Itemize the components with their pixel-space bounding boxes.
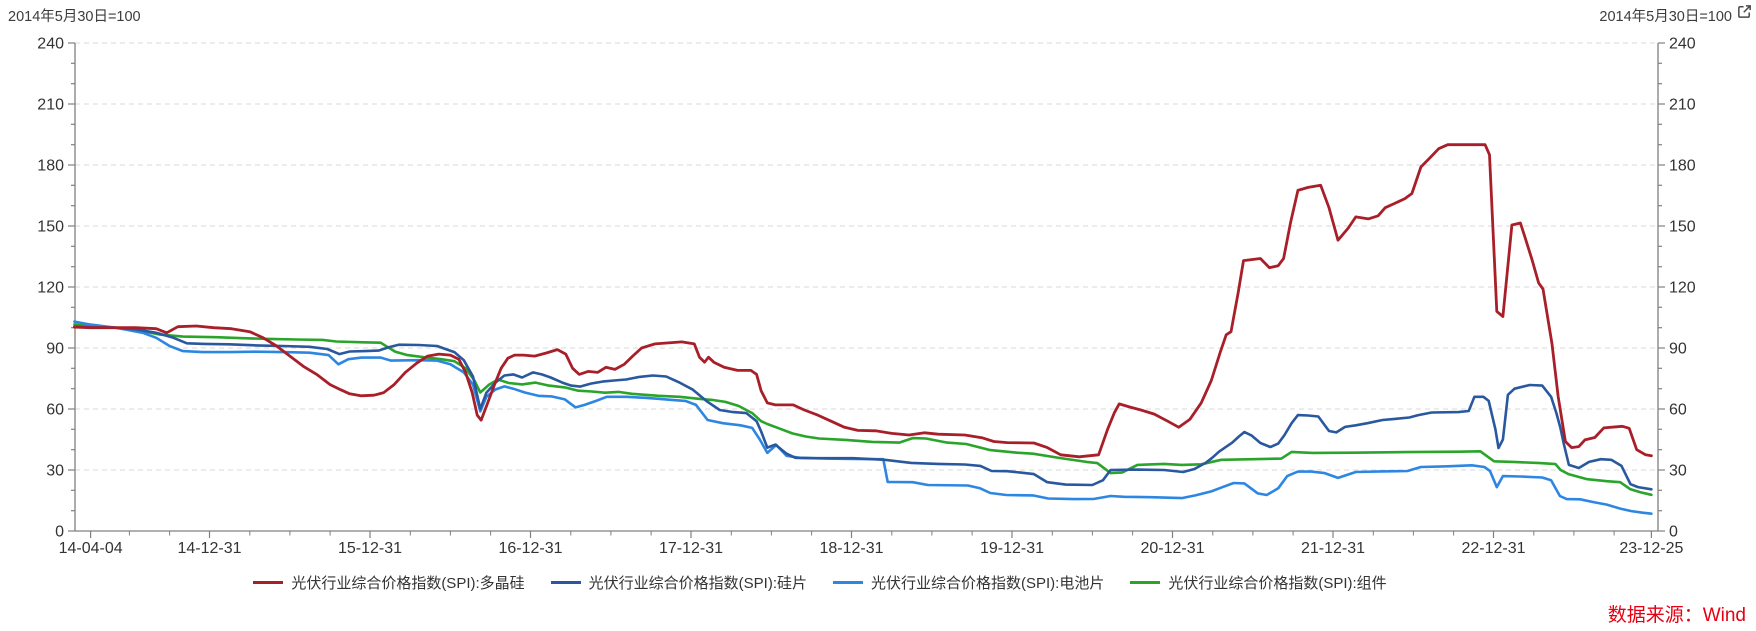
series-line-cell [73, 320, 1653, 516]
legend-item-polysilicon: 光伏行业综合价格指数(SPI):多晶硅 [253, 572, 525, 593]
x-axis-label: 18-12-31 [819, 540, 883, 557]
x-axis-label: 15-12-31 [338, 540, 402, 557]
x-axis-label: 14-04-04 [59, 540, 123, 557]
legend-label-wafer: 光伏行业综合价格指数(SPI):硅片 [588, 575, 807, 592]
y-axis-label-left: 30 [46, 463, 64, 480]
y-axis-label-right: 150 [1669, 219, 1696, 236]
open-in-new-window-icon[interactable] [1734, 1, 1754, 21]
y-axis-label-left: 240 [37, 36, 64, 53]
y-axis-label-right: 60 [1669, 402, 1687, 419]
legend-label-cell: 光伏行业综合价格指数(SPI):电池片 [871, 575, 1105, 592]
x-axis-label: 14-12-31 [177, 540, 241, 557]
legend-swatch-module [1130, 581, 1161, 584]
legend-swatch-wafer [550, 581, 581, 584]
x-axis-label: 22-12-31 [1461, 540, 1525, 557]
y-axis-label-left: 180 [37, 158, 64, 175]
y-axis-label-left: 60 [46, 402, 64, 419]
y-axis-label-left: 0 [55, 524, 64, 541]
y-axis-label-right: 0 [1669, 524, 1678, 541]
legend-item-wafer: 光伏行业综合价格指数(SPI):硅片 [550, 572, 807, 593]
index-base-note-right: 2014年5月30日=100 [1599, 9, 1732, 25]
x-axis-label: 17-12-31 [659, 540, 723, 557]
y-axis-label-right: 30 [1669, 463, 1687, 480]
x-axis-label: 16-12-31 [498, 540, 562, 557]
legend-swatch-polysilicon [253, 581, 284, 584]
y-axis-label-right: 210 [1669, 97, 1696, 114]
y-axis-label-left: 150 [37, 219, 64, 236]
y-axis-label-right: 240 [1669, 36, 1696, 53]
y-axis-label-left: 120 [37, 280, 64, 297]
x-axis-label: 23-12-25 [1619, 540, 1683, 557]
y-axis-label-left: 210 [37, 97, 64, 114]
series-line-module [73, 323, 1653, 497]
y-axis-label-right: 180 [1669, 158, 1696, 175]
index-base-note-left: 2014年5月30日=100 [8, 9, 141, 25]
series-line-wafer [73, 325, 1653, 491]
x-axis-label: 20-12-31 [1140, 540, 1204, 557]
x-axis-label: 19-12-31 [980, 540, 1044, 557]
legend-label-module: 光伏行业综合价格指数(SPI):组件 [1168, 575, 1387, 592]
legend-item-module: 光伏行业综合价格指数(SPI):组件 [1130, 572, 1387, 593]
x-axis-label: 21-12-31 [1301, 540, 1365, 557]
y-axis-label-left: 90 [46, 341, 64, 358]
y-axis-label-right: 120 [1669, 280, 1696, 297]
legend-item-cell: 光伏行业综合价格指数(SPI):电池片 [833, 572, 1104, 593]
legend-swatch-cell [833, 581, 863, 584]
legend-label-polysilicon: 光伏行业综合价格指数(SPI):多晶硅 [291, 575, 525, 592]
external-link-icon [1737, 4, 1751, 18]
chart-legend: 光伏行业综合价格指数(SPI):多晶硅 光伏行业综合价格指数(SPI):硅片 光伏行… [0, 572, 1640, 593]
data-source-note: 数据来源：Wind [1607, 605, 1746, 626]
series-line-polysilicon [73, 143, 1653, 459]
y-axis-label-right: 90 [1669, 341, 1687, 358]
